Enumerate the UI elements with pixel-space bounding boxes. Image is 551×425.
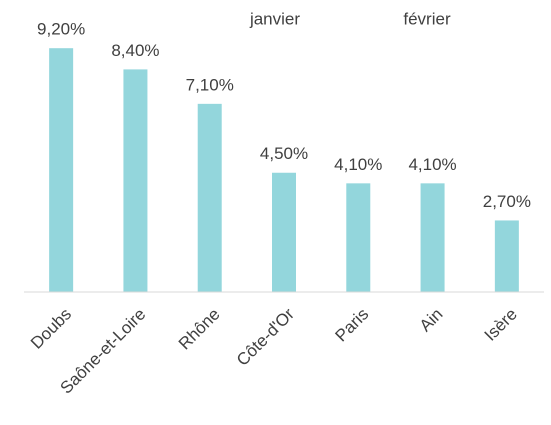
- data-label: 4,10%: [334, 155, 382, 174]
- bar: [420, 183, 445, 292]
- x-tick-label: Côte-d'Or: [233, 304, 298, 369]
- data-label: 9,20%: [37, 20, 85, 39]
- bar: [494, 220, 519, 292]
- bar: [272, 172, 296, 292]
- data-label: 4,50%: [260, 144, 308, 163]
- bar: [346, 183, 371, 292]
- data-label: 8,40%: [111, 41, 159, 60]
- legend-label: janvier: [249, 9, 300, 28]
- bar: [123, 69, 148, 293]
- data-label: 4,10%: [408, 155, 456, 174]
- x-tick-label: Paris: [331, 305, 372, 346]
- x-tick-label: Ain: [416, 305, 447, 336]
- bar: [197, 103, 222, 292]
- x-tick-label: Rhône: [175, 305, 224, 354]
- x-tick-label: Doubs: [27, 305, 75, 353]
- data-label: 7,10%: [186, 75, 234, 94]
- legend-label: février: [403, 9, 451, 28]
- data-label: 2,70%: [483, 192, 531, 211]
- x-tick-label: Isère: [481, 305, 521, 345]
- bar: [49, 48, 74, 293]
